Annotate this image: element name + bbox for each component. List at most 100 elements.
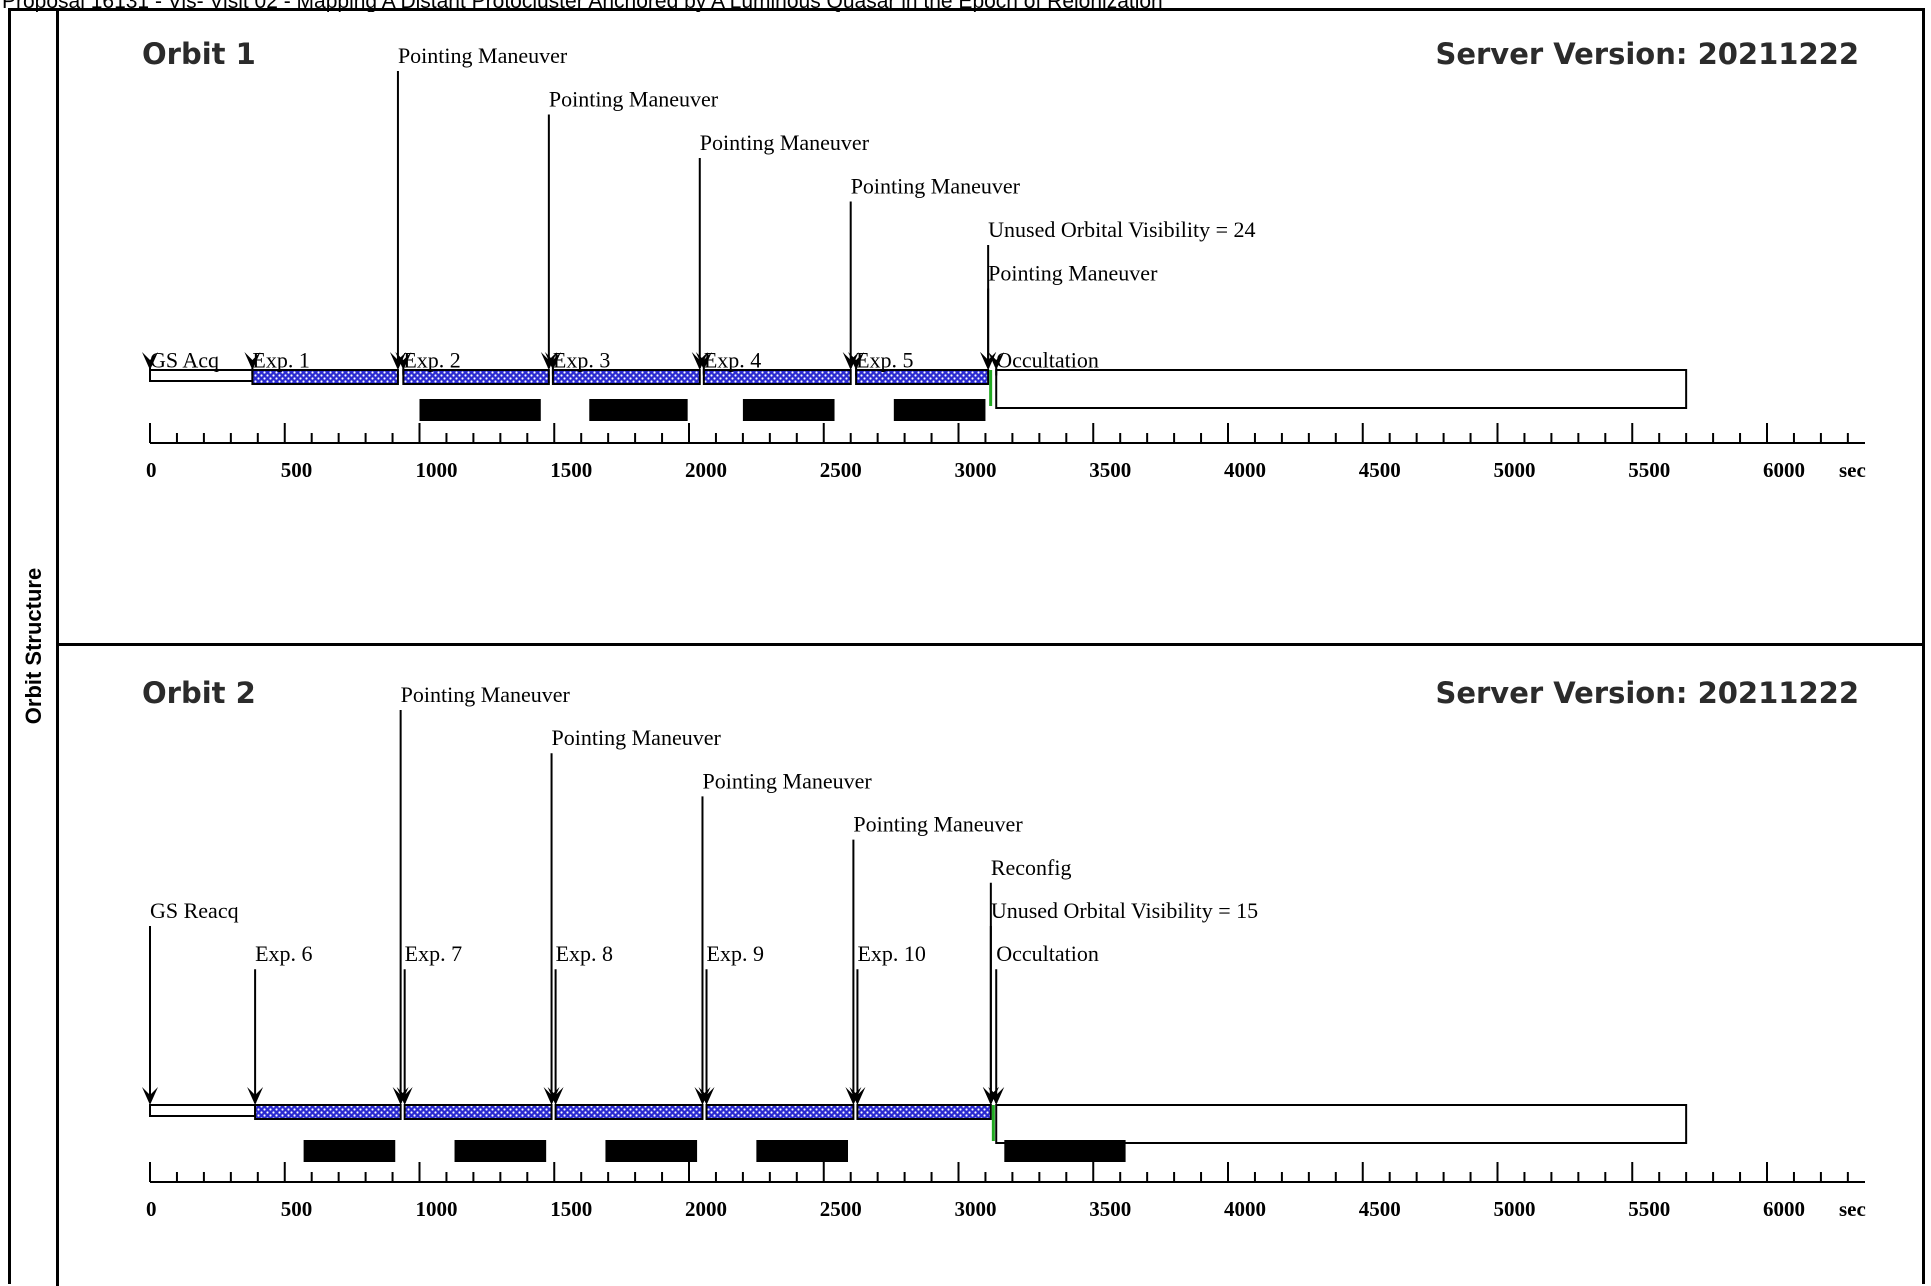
tick-label: 2000 bbox=[685, 1197, 727, 1221]
tick-label: 4000 bbox=[1224, 1197, 1266, 1221]
tick-label: 5500 bbox=[1628, 458, 1670, 482]
event-label: Exp. 5 bbox=[856, 348, 913, 373]
event-label: Occultation bbox=[996, 348, 1099, 373]
orbit-1-server-version: Server Version: 20211222 bbox=[1435, 37, 1859, 71]
tick-label: 500 bbox=[281, 1197, 313, 1221]
event-label: Pointing Maneuver bbox=[851, 174, 1021, 199]
event-label: Exp. 6 bbox=[255, 941, 312, 966]
exposure-bar bbox=[402, 369, 550, 385]
orbit-1-timeline: GS Acq Exp. 1 Pointing Maneuver Exp. 2 Point… bbox=[142, 43, 1866, 482]
orbit-divider bbox=[56, 643, 1925, 646]
event-arrow bbox=[547, 1087, 564, 1105]
readout-bar bbox=[893, 399, 986, 421]
tick-label: 3500 bbox=[1089, 458, 1131, 482]
readout-bar bbox=[419, 399, 541, 421]
exposure-bar bbox=[403, 1104, 553, 1120]
tick-label: 4500 bbox=[1359, 1197, 1401, 1221]
orbit-structure-label: Orbit Structure bbox=[21, 567, 46, 725]
event-arrow bbox=[691, 352, 708, 370]
event-label: Pointing Maneuver bbox=[702, 768, 872, 793]
event-label: Exp. 1 bbox=[252, 348, 309, 373]
tick-label: 0 bbox=[146, 458, 157, 482]
exposure-bar bbox=[254, 1104, 402, 1120]
exposure-bar bbox=[251, 369, 399, 385]
orbit-2-timeline: GS Reacq Exp. 6 Pointing Maneuver Exp. 7 Poi… bbox=[142, 682, 1866, 1221]
event-arrow bbox=[142, 352, 158, 370]
event-label: Exp. 4 bbox=[704, 348, 761, 373]
event-label: Exp. 9 bbox=[707, 941, 764, 966]
orbit-1-title: Orbit 1 bbox=[142, 37, 256, 71]
visibility-marker bbox=[991, 1105, 995, 1141]
tick-label: 3500 bbox=[1089, 1197, 1131, 1221]
axis-unit-label: sec bbox=[1839, 458, 1866, 482]
tick-label: 500 bbox=[281, 458, 313, 482]
event-arrow bbox=[982, 1087, 999, 1105]
readout-bar bbox=[1004, 1140, 1126, 1162]
readout-bar bbox=[605, 1140, 698, 1162]
side-divider bbox=[56, 8, 59, 1286]
visibility-marker bbox=[989, 370, 993, 406]
event-label: Reconfig bbox=[991, 855, 1072, 880]
orbit-2-title: Orbit 2 bbox=[142, 676, 256, 710]
event-arrow bbox=[988, 1087, 1005, 1105]
orbit-2-server-version: Server Version: 20211222 bbox=[1435, 676, 1859, 710]
event-arrow bbox=[395, 352, 412, 370]
readout-bar bbox=[303, 1140, 396, 1162]
event-label: Pointing Maneuver bbox=[549, 87, 719, 112]
event-label: Pointing Maneuver bbox=[401, 682, 571, 707]
tick-label: 3000 bbox=[955, 458, 997, 482]
tick-label: 1000 bbox=[416, 1197, 458, 1221]
tick-label: 1500 bbox=[550, 458, 592, 482]
exposure-bar bbox=[551, 369, 701, 385]
event-arrow bbox=[396, 1087, 413, 1105]
event-arrow bbox=[247, 1087, 264, 1105]
event-label: GS Acq bbox=[150, 348, 219, 373]
exposure-bar bbox=[554, 1104, 704, 1120]
orbit-1-panel: Orbit 1 Server Version: 20211222 GS Acq E… bbox=[59, 11, 1925, 643]
event-label: Occultation bbox=[996, 941, 1099, 966]
readout-bar bbox=[756, 1140, 849, 1162]
exposure-bar bbox=[855, 369, 990, 385]
orbit-2-panel: Orbit 2 Server Version: 20211222 GS Reac… bbox=[59, 646, 1925, 1286]
event-label: Pointing Maneuver bbox=[552, 725, 722, 750]
event-label: Exp. 3 bbox=[553, 348, 610, 373]
exposure-bar bbox=[705, 1104, 855, 1120]
event-label: Exp. 8 bbox=[556, 941, 613, 966]
tick-label: 0 bbox=[146, 1197, 157, 1221]
tick-label: 2500 bbox=[820, 458, 862, 482]
event-arrow bbox=[540, 352, 557, 370]
tick-label: 2500 bbox=[820, 1197, 862, 1221]
guide-star-segment bbox=[149, 1104, 257, 1117]
readout-bar bbox=[454, 1140, 547, 1162]
exposure-bar bbox=[702, 369, 852, 385]
readout-bar bbox=[742, 399, 835, 421]
tick-label: 6000 bbox=[1763, 1197, 1805, 1221]
occultation-bar bbox=[995, 369, 1688, 409]
readout-bar bbox=[589, 399, 688, 421]
event-arrow bbox=[848, 352, 865, 370]
diagram-frame bbox=[8, 8, 1925, 1284]
tick-label: 5000 bbox=[1494, 458, 1536, 482]
tick-label: 5500 bbox=[1628, 1197, 1670, 1221]
tick-label: 2000 bbox=[685, 458, 727, 482]
axis-unit-label: sec bbox=[1839, 1197, 1866, 1221]
tick-label: 4500 bbox=[1359, 458, 1401, 482]
event-label: Pointing Maneuver bbox=[700, 130, 870, 155]
event-arrow bbox=[842, 352, 859, 370]
event-arrow bbox=[544, 352, 561, 370]
event-arrow bbox=[988, 352, 1005, 370]
event-label: Exp. 10 bbox=[857, 941, 925, 966]
event-arrow bbox=[142, 1087, 158, 1105]
event-arrow bbox=[389, 352, 406, 370]
event-arrow bbox=[849, 1087, 866, 1105]
tick-label: 4000 bbox=[1224, 458, 1266, 482]
event-label: Pointing Maneuver bbox=[853, 812, 1023, 837]
event-arrow bbox=[244, 352, 261, 370]
tick-label: 3000 bbox=[955, 1197, 997, 1221]
tick-label: 1000 bbox=[416, 458, 458, 482]
event-label: Unused Orbital Visibility = 24 bbox=[988, 217, 1255, 242]
event-label: Exp. 2 bbox=[403, 348, 460, 373]
event-label: Pointing Maneuver bbox=[988, 261, 1158, 286]
event-label: GS Reacq bbox=[150, 898, 239, 923]
event-label: Unused Orbital Visibility = 15 bbox=[991, 898, 1258, 923]
